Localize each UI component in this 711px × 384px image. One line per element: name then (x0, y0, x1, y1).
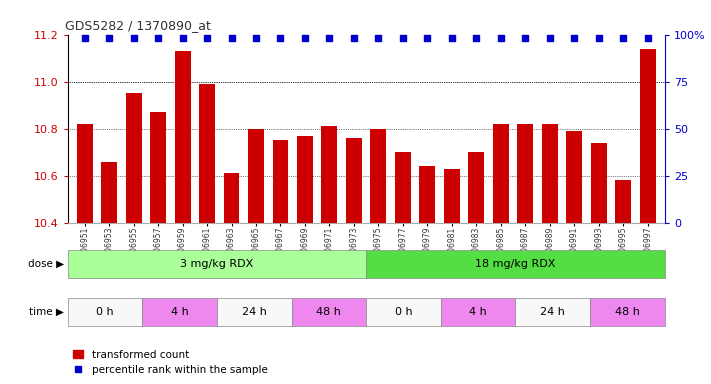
Point (471, 35, 482, 41)
Bar (366, 250, 665, 278)
Bar (77, 124, 92, 223)
Point (299, 35, 311, 41)
Point (617, 35, 629, 41)
Point (79, 35, 90, 41)
Point (250, 35, 262, 41)
Point (642, 35, 653, 41)
Text: 0 h: 0 h (395, 307, 412, 317)
Bar (292, 298, 366, 326)
Bar (142, 298, 217, 326)
Bar (321, 126, 338, 223)
Point (201, 35, 213, 41)
Text: GDS5282 / 1370890_at: GDS5282 / 1370890_at (65, 19, 210, 32)
Text: 3 mg/kg RDX: 3 mg/kg RDX (180, 259, 254, 269)
Point (348, 35, 360, 41)
Text: 4 h: 4 h (171, 307, 188, 317)
Text: 48 h: 48 h (615, 307, 640, 317)
Text: 18 mg/kg RDX: 18 mg/kg RDX (475, 259, 556, 269)
Bar (441, 298, 515, 326)
Point (520, 35, 531, 41)
Legend: transformed count, percentile rank within the sample: transformed count, percentile rank withi… (73, 350, 267, 375)
Point (177, 35, 188, 41)
Point (495, 35, 506, 41)
Point (544, 35, 555, 41)
Text: 48 h: 48 h (316, 307, 341, 317)
Point (324, 35, 335, 41)
Bar (101, 162, 117, 223)
Bar (640, 49, 656, 223)
Bar (395, 152, 411, 223)
Bar (126, 93, 141, 223)
Text: 4 h: 4 h (469, 307, 487, 317)
Bar (518, 124, 533, 223)
Bar (223, 173, 240, 223)
Text: dose ▶: dose ▶ (28, 259, 64, 269)
Bar (199, 84, 215, 223)
Bar (346, 138, 362, 223)
Text: 24 h: 24 h (242, 307, 267, 317)
Bar (248, 129, 264, 223)
Bar (175, 51, 191, 223)
Point (128, 35, 139, 41)
Bar (566, 131, 582, 223)
Point (593, 35, 604, 41)
Bar (370, 129, 386, 223)
Point (226, 35, 237, 41)
Point (104, 35, 115, 41)
Point (373, 35, 384, 41)
Bar (591, 143, 606, 223)
Point (569, 35, 580, 41)
Bar (68, 298, 142, 326)
Bar (615, 180, 631, 223)
Point (446, 35, 457, 41)
Point (152, 35, 164, 41)
Bar (272, 141, 289, 223)
Bar (68, 250, 366, 278)
Bar (419, 166, 435, 223)
Bar (590, 298, 665, 326)
Bar (493, 124, 509, 223)
Point (275, 35, 287, 41)
Bar (297, 136, 313, 223)
Text: 24 h: 24 h (540, 307, 565, 317)
Bar (542, 124, 557, 223)
Bar (366, 298, 441, 326)
Bar (150, 112, 166, 223)
Point (422, 35, 433, 41)
Bar (469, 152, 484, 223)
Text: time ▶: time ▶ (29, 307, 64, 317)
Bar (515, 298, 590, 326)
Bar (444, 169, 460, 223)
Bar (217, 298, 292, 326)
Text: 0 h: 0 h (96, 307, 114, 317)
Point (397, 35, 409, 41)
